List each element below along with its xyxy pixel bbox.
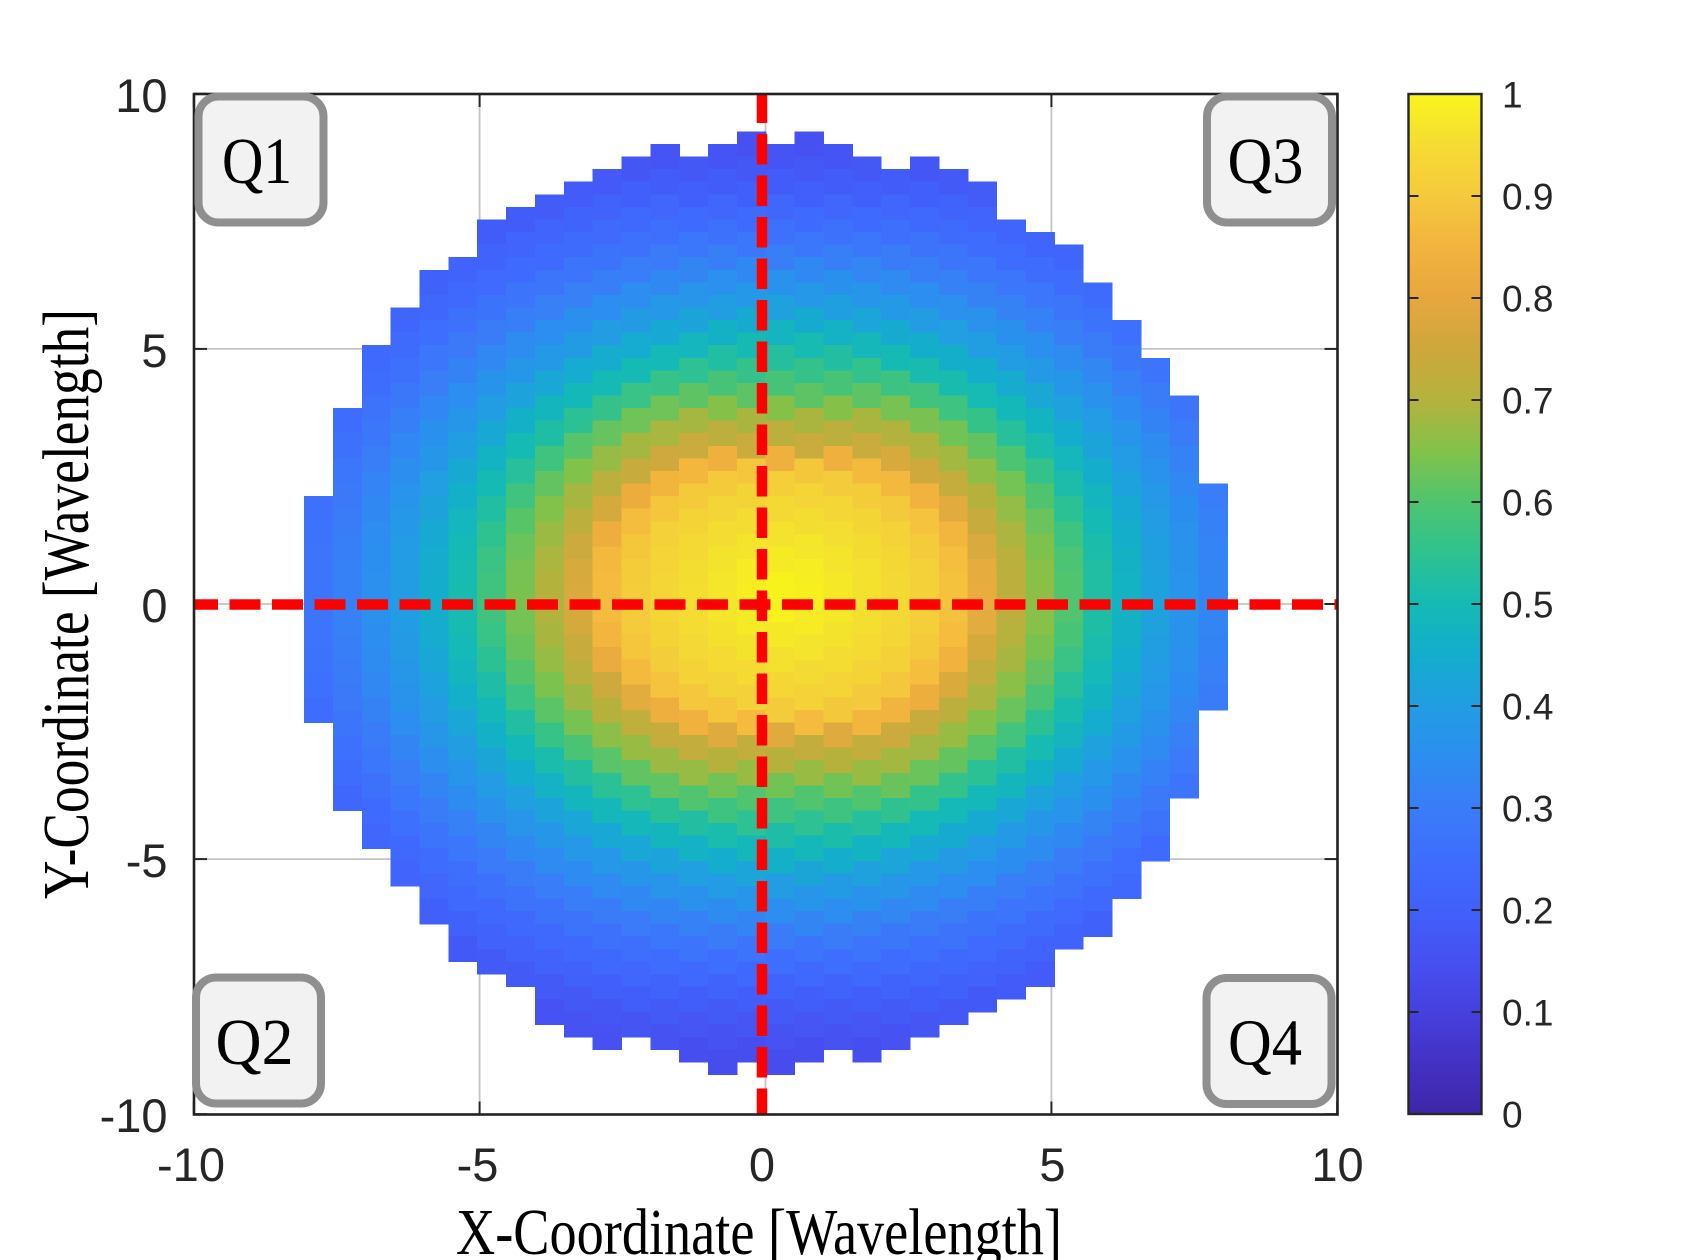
svg-text:5: 5	[141, 324, 167, 377]
svg-text:-10: -10	[157, 1138, 225, 1191]
svg-text:1: 1	[1502, 75, 1523, 116]
svg-text:0: 0	[1502, 1095, 1523, 1136]
svg-text:Q3: Q3	[1228, 125, 1304, 198]
svg-text:0.8: 0.8	[1502, 279, 1553, 320]
svg-text:5: 5	[1039, 1138, 1065, 1191]
svg-text:0.9: 0.9	[1502, 177, 1553, 218]
svg-text:10: 10	[115, 69, 167, 122]
svg-text:Q1: Q1	[222, 125, 292, 198]
svg-text:0: 0	[749, 1138, 775, 1191]
svg-text:0.1: 0.1	[1502, 993, 1553, 1034]
svg-text:Y-Coordinate [Wavelength]: Y-Coordinate [Wavelength]	[30, 309, 103, 899]
svg-text:0.3: 0.3	[1502, 789, 1553, 830]
svg-text:-10: -10	[100, 1089, 168, 1142]
svg-text:0.4: 0.4	[1502, 687, 1553, 728]
svg-text:-5: -5	[457, 1138, 499, 1191]
svg-text:X-Coordinate [Wavelength]: X-Coordinate [Wavelength]	[456, 1196, 1062, 1260]
svg-text:Q2: Q2	[216, 1006, 294, 1079]
svg-text:0.7: 0.7	[1502, 381, 1553, 422]
svg-text:10: 10	[1311, 1138, 1363, 1191]
svg-text:0.5: 0.5	[1502, 585, 1553, 626]
svg-text:-5: -5	[126, 834, 168, 887]
svg-text:Q4: Q4	[1228, 1007, 1302, 1080]
svg-text:0: 0	[141, 579, 167, 632]
svg-text:0.6: 0.6	[1502, 483, 1553, 524]
svg-text:0.2: 0.2	[1502, 891, 1553, 932]
